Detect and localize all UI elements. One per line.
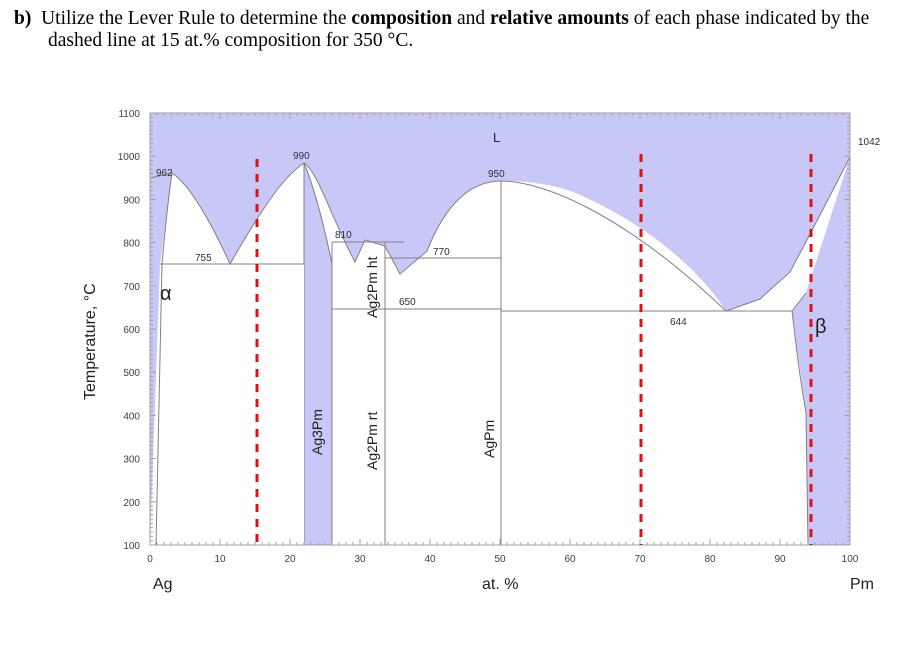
beta-region (806, 157, 850, 545)
phase-label-agpm: AgPm (481, 420, 497, 458)
temp-label-990: 990 (293, 151, 310, 162)
question-label: b) (14, 8, 32, 29)
x-tick-label: 100 (842, 554, 859, 565)
x-tick-label: 80 (704, 554, 716, 565)
x-tick-label: 20 (284, 554, 296, 565)
x-tick-label: 10 (214, 554, 226, 565)
two-phase-field-mid (332, 309, 501, 545)
x-axis-ticks (149, 113, 851, 545)
two-phase-field-right (501, 309, 808, 545)
phase-label-ag2pm-ht: Ag2Pm ht (364, 256, 380, 318)
alpha-region (150, 173, 172, 545)
phase-label-ag3pm: Ag3Pm (309, 409, 325, 455)
question-text-1: Utilize the Lever Rule to determine the (41, 8, 352, 29)
y-tick-label: 900 (123, 195, 140, 206)
temp-label-770: 770 (433, 247, 450, 258)
right-element-label: Pm (850, 576, 874, 593)
liquid-region (150, 113, 850, 545)
left-element-label: Ag (153, 576, 173, 593)
x-axis-label: at. % (482, 576, 518, 593)
phase-label-liquid: L (493, 130, 500, 145)
x-tick-label: 50 (494, 554, 506, 565)
ag3pm-region (303, 162, 333, 546)
phase-label-ag2pm-rt: Ag2Pm rt (364, 412, 380, 470)
y-tick-label: 700 (123, 282, 140, 293)
y-tick-label: 100 (123, 541, 140, 552)
y-tick-label: 500 (123, 368, 140, 379)
question-text-2: and (452, 8, 491, 29)
y-tick-label: 600 (123, 325, 140, 336)
x-tick-label: 0 (147, 554, 153, 565)
temp-label-755: 755 (195, 253, 212, 264)
temp-label-650: 650 (399, 297, 416, 308)
y-axis-label: Temperature, °C (82, 283, 99, 400)
y-tick-label: 800 (123, 239, 140, 250)
temp-label-962: 962 (156, 168, 173, 179)
temp-label-810: 810 (335, 230, 352, 241)
x-axis-tick-labels: 0 10 20 30 40 50 60 70 80 90 100 (147, 554, 859, 565)
x-tick-label: 40 (424, 554, 436, 565)
y-tick-label: 300 (123, 455, 140, 466)
y-tick-label: 400 (123, 411, 140, 422)
question-line-2: dashed line at 15 at.% composition for 3… (48, 30, 414, 51)
y-tick-label: 1000 (118, 152, 141, 163)
question-text-3: of each phase indicated by the (628, 8, 870, 29)
x-tick-label: 90 (774, 554, 786, 565)
y-axis-tick-labels: 1100 1000 900 800 700 600 500 400 300 200 100 (118, 109, 141, 552)
question-bold-relative-amounts: relative amounts (490, 8, 629, 29)
y-axis-ticks (150, 112, 850, 546)
temp-label-950: 950 (488, 169, 505, 180)
y-tick-label: 200 (123, 498, 140, 509)
question-line-1: b) Utilize the Lever Rule to determine t… (14, 8, 914, 30)
phase-boundaries (155, 172, 809, 546)
x-tick-label: 60 (564, 554, 576, 565)
phase-label-alpha: α (160, 283, 172, 305)
x-tick-label: 70 (634, 554, 646, 565)
two-phase-field-ag-ag3pm (165, 264, 304, 545)
question-bold-composition: composition (351, 8, 453, 29)
x-tick-label: 30 (354, 554, 366, 565)
question-text: b) Utilize the Lever Rule to determine t… (14, 8, 914, 52)
temp-label-1042: 1042 (858, 137, 881, 148)
temp-label-644: 644 (670, 317, 687, 328)
y-tick-label: 1100 (118, 109, 140, 120)
phase-label-beta: β (815, 316, 827, 338)
